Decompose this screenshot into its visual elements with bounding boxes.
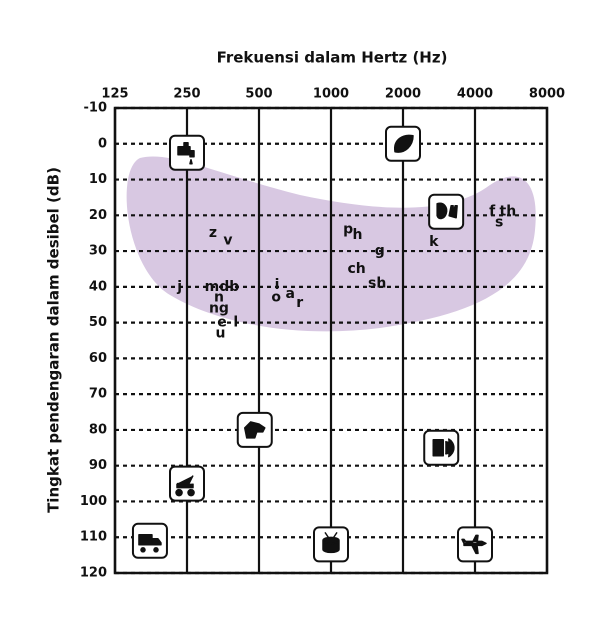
speech-sound: k	[429, 234, 439, 250]
y-tick-label: 20	[89, 208, 107, 223]
x-tick-label: 500	[245, 87, 272, 102]
x-tick-label: 250	[173, 87, 200, 102]
sound-icon	[169, 134, 205, 171]
icon-glyph	[175, 475, 195, 497]
speech-sound: f	[489, 204, 496, 220]
sound-icon	[169, 465, 205, 502]
y-tick-label: 90	[89, 458, 107, 473]
icon-glyph	[461, 534, 487, 555]
y-tick-label: 10	[89, 172, 107, 187]
y-tick-label: 0	[98, 136, 107, 151]
y-tick-label: 80	[89, 422, 107, 437]
speech-sound: v	[223, 232, 232, 248]
y-tick-label: -10	[84, 101, 108, 116]
sound-icon	[236, 411, 273, 448]
speech-sound: ch	[348, 261, 366, 277]
icon-glyph	[138, 534, 162, 553]
speech-sound: th	[500, 204, 517, 220]
speech-sound: s	[495, 214, 503, 230]
y-tick-label: 70	[89, 387, 107, 402]
speech-sound: z	[209, 225, 217, 241]
speech-sound: g	[375, 243, 385, 259]
y-tick-label: 40	[89, 279, 107, 294]
x-tick-label: 2000	[385, 87, 421, 102]
speech-sound: ng	[209, 300, 229, 316]
speech-sound: e	[217, 315, 227, 331]
sound-icon	[313, 526, 349, 563]
speech-sound: l	[233, 315, 238, 331]
y-tick-label: 60	[89, 351, 107, 366]
icon-glyph	[244, 421, 266, 439]
speech-sound: p	[343, 222, 353, 238]
speech-sound: u	[215, 325, 225, 341]
icon-glyph	[436, 202, 458, 220]
icon-glyph	[177, 141, 195, 165]
y-tick-label: 100	[80, 494, 107, 509]
speech-sound: a	[285, 286, 294, 302]
y-axis-label: Tingkat pendengaran dalam desibel (dB)	[45, 167, 63, 513]
speech-sound: o	[271, 290, 281, 306]
chart-title: Frekuensi dalam Hertz (Hz)	[217, 49, 448, 67]
speech-sound: j	[176, 279, 182, 295]
y-tick-label: 120	[80, 566, 107, 581]
icon-glyph	[322, 531, 340, 554]
y-tick-label: 50	[89, 315, 107, 330]
icon-glyph	[432, 438, 455, 458]
speech-sound: n	[214, 290, 224, 306]
x-tick-label: 125	[101, 87, 128, 102]
speech-sound: r	[296, 295, 303, 311]
speech-sound: h	[352, 227, 362, 243]
sound-icon	[428, 193, 465, 230]
sound-icon	[457, 526, 493, 563]
sound-icon	[423, 429, 460, 466]
speech-sound: sh	[368, 275, 386, 291]
x-tick-label: 4000	[457, 87, 493, 102]
speech-sound: i	[275, 277, 280, 293]
y-tick-label: 30	[89, 244, 107, 259]
sound-icon	[385, 125, 421, 162]
plot-frame	[113, 106, 549, 575]
icon-glyph	[394, 134, 414, 153]
sound-icon	[131, 522, 168, 559]
y-tick-label: 110	[80, 530, 107, 545]
x-tick-label: 1000	[313, 87, 349, 102]
x-tick-label: 8000	[529, 87, 565, 102]
speech-sound: mdb	[205, 279, 240, 295]
